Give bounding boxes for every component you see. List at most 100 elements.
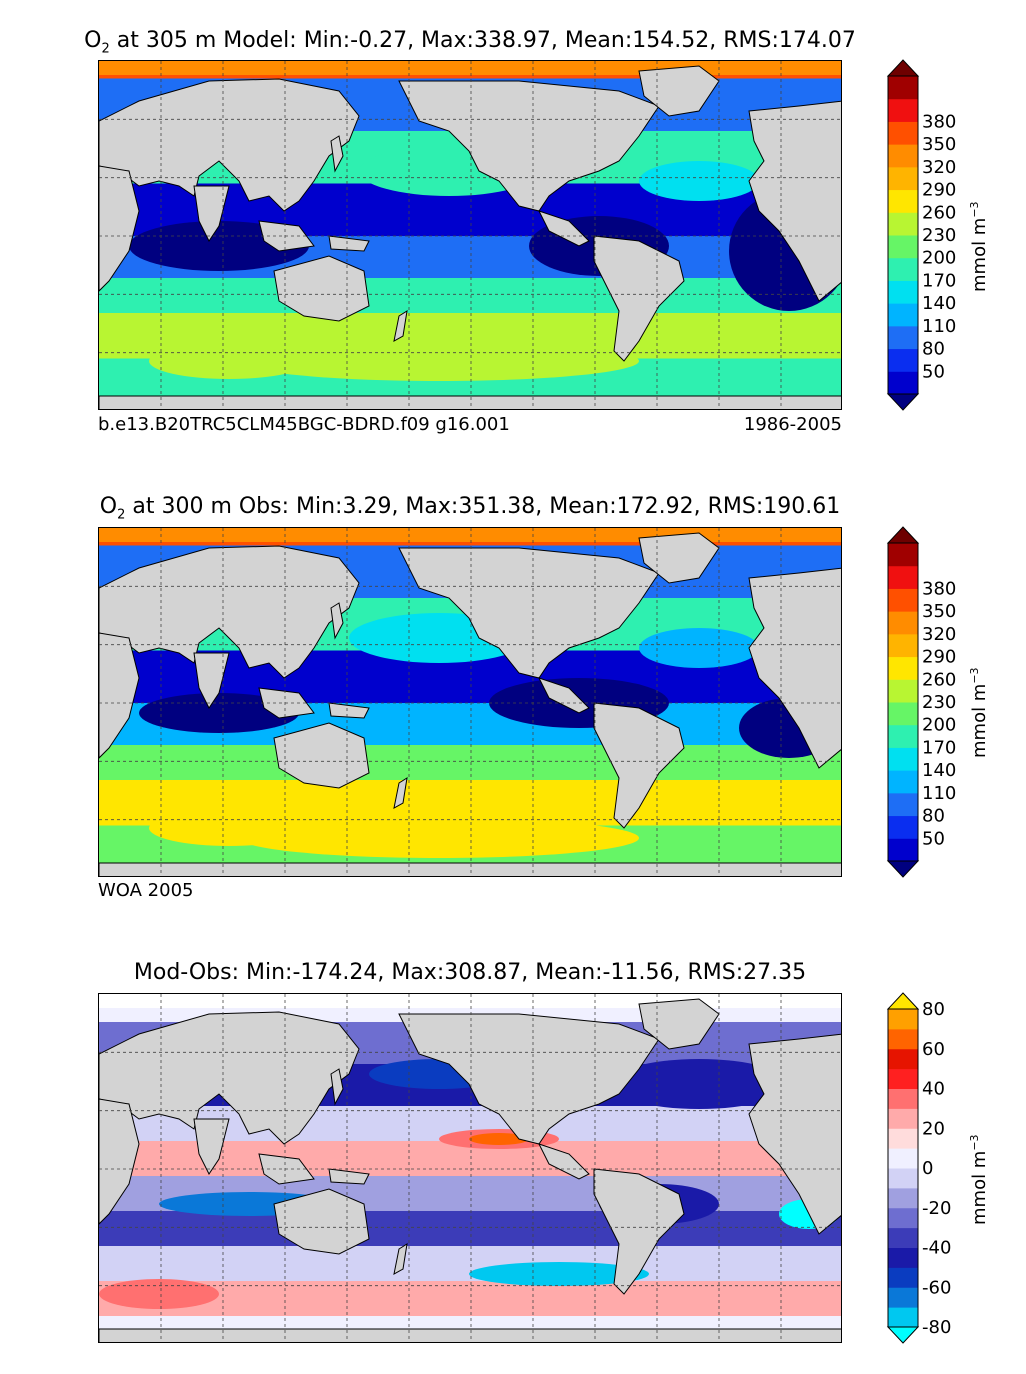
colorbar-tick-label: 320 — [922, 157, 956, 178]
period-label: 1986-2005 — [743, 414, 842, 435]
colorbar-swatch — [888, 144, 918, 168]
colorbar-swatch — [888, 280, 918, 304]
colorbar-swatch — [888, 611, 918, 635]
colorbar-swatch — [888, 792, 918, 817]
colorbar-tick-label: 380 — [922, 111, 956, 132]
colorbar-tick-label: 380 — [922, 578, 956, 599]
colorbar-swatch — [888, 235, 918, 259]
colorbar-swatch — [888, 1108, 918, 1129]
colorbar-tick-label: 350 — [922, 134, 956, 155]
colorbar-swatch — [888, 588, 918, 612]
colorbar-tick-label: 50 — [922, 828, 945, 849]
colorbar-swatch — [888, 770, 918, 794]
colorbar-swatch — [888, 656, 918, 680]
colorbar-tick-label: 60 — [922, 1039, 945, 1060]
colorbar-extend-high — [886, 526, 920, 544]
colorbar-swatch — [888, 633, 918, 658]
colorbar-swatch — [888, 1148, 918, 1169]
colorbar-label: mmol m−3 — [968, 667, 990, 758]
colorbar-swatch — [888, 838, 918, 862]
colorbar-tick-label: 140 — [922, 760, 956, 781]
colorbar-swatch — [888, 1247, 918, 1268]
colorbar-tick-label: 200 — [922, 248, 956, 269]
colorbar-extend-low — [886, 393, 920, 411]
colorbar-swatch — [888, 1227, 918, 1248]
colorbar-extend-low — [886, 1326, 920, 1344]
colorbar-swatch — [888, 371, 918, 395]
colorbar-swatch — [888, 1028, 918, 1050]
colorbar-swatch — [888, 76, 918, 100]
colorbar-swatch — [888, 1128, 918, 1149]
colorbar-swatch — [888, 1048, 918, 1070]
colorbar-tick-label: 200 — [922, 715, 956, 736]
colorbar-tick-label: 230 — [922, 692, 956, 713]
colorbar-swatch — [888, 679, 918, 703]
colorbar-tick-label: -20 — [922, 1198, 951, 1219]
colorbar-swatch — [888, 348, 918, 372]
colorbar-tick-label: 350 — [922, 601, 956, 622]
colorbar-extend-high — [886, 59, 920, 77]
colorbar-tick-label: 110 — [922, 316, 956, 337]
panel-title: Mod-Obs: Min:-174.24, Max:308.87, Mean:-… — [133, 960, 807, 985]
colorbar-swatch — [888, 257, 918, 281]
colorbar-extend-low — [886, 860, 920, 878]
dataset-label: WOA 2005 — [98, 880, 194, 901]
panel-title: O2 at 300 m Obs: Min:3.29, Max:351.38, M… — [99, 494, 841, 523]
colorbar: 50 80 110 140 170 200 230 260 290 320 350 380 — [886, 59, 968, 414]
colorbar-tick-label: 0 — [922, 1158, 933, 1179]
colorbar-swatch — [888, 543, 918, 567]
colorbar-tick-label: 20 — [922, 1118, 945, 1139]
colorbar-swatch — [888, 815, 918, 839]
colorbar-svg: -80 -60 -40 -20 0 20 40 60 80 — [886, 992, 951, 1344]
colorbar-swatch — [888, 98, 918, 122]
colorbar-tick-label: 170 — [922, 270, 956, 291]
colorbar-swatch — [888, 1267, 918, 1288]
colorbar-tick-label: -80 — [922, 1317, 951, 1338]
colorbar-tick-label: 290 — [922, 180, 956, 201]
colorbar-tick-label: 260 — [922, 669, 956, 690]
colorbar-swatch — [888, 325, 918, 350]
colorbar-swatch — [888, 303, 918, 327]
colorbar-swatch — [888, 1187, 918, 1209]
colorbar-tick-label: 170 — [922, 737, 956, 758]
colorbar: 50 80 110 140 170 200 230 260 290 320 350 380 — [886, 526, 968, 881]
colorbar-swatch — [888, 565, 918, 589]
colorbar-swatch — [888, 747, 918, 771]
map-plot — [98, 60, 842, 410]
colorbar-tick-label: 80 — [922, 806, 945, 827]
colorbar-tick-label: 320 — [922, 624, 956, 645]
colorbar-label: mmol m−3 — [968, 1134, 990, 1225]
colorbar-tick-label: 140 — [922, 293, 956, 314]
colorbar-swatch — [888, 724, 918, 748]
colorbar-swatch — [888, 1068, 918, 1089]
colorbar-tick-label: 230 — [922, 225, 956, 246]
map-plot — [98, 527, 842, 877]
colorbar-label: mmol m−3 — [968, 201, 990, 292]
colorbar-swatch — [888, 212, 918, 236]
colorbar-tick-label: 80 — [922, 999, 945, 1020]
colorbar-tick-label: 80 — [922, 339, 945, 360]
colorbar-swatch — [888, 1009, 918, 1030]
colorbar-swatch — [888, 121, 918, 145]
colorbar-swatch — [888, 1088, 918, 1109]
colorbar-tick-label: 40 — [922, 1079, 945, 1100]
colorbar-swatch — [888, 1287, 918, 1308]
colorbar-swatch — [888, 166, 918, 191]
colorbar-swatch — [888, 702, 918, 726]
colorbar-extend-high — [886, 992, 920, 1010]
panel-title: O2 at 305 m Model: Min:-0.27, Max:338.97… — [84, 28, 856, 57]
colorbar-tick-label: -60 — [922, 1277, 951, 1298]
colorbar-swatch — [888, 1307, 918, 1328]
colorbar-swatch — [888, 1207, 918, 1229]
colorbar-tick-label: 110 — [922, 783, 956, 804]
colorbar-tick-label: 50 — [922, 361, 945, 382]
colorbar-tick-label: 260 — [922, 202, 956, 223]
colorbar-tick-label: 290 — [922, 647, 956, 668]
colorbar: -80 -60 -40 -20 0 20 40 60 80 — [886, 992, 968, 1347]
colorbar-swatch — [888, 1168, 918, 1189]
case-label: b.e13.B20TRC5CLM45BGC-BDRD.f09 g16.001 — [98, 414, 510, 435]
map-plot — [98, 993, 842, 1343]
colorbar-tick-label: -40 — [922, 1238, 951, 1259]
